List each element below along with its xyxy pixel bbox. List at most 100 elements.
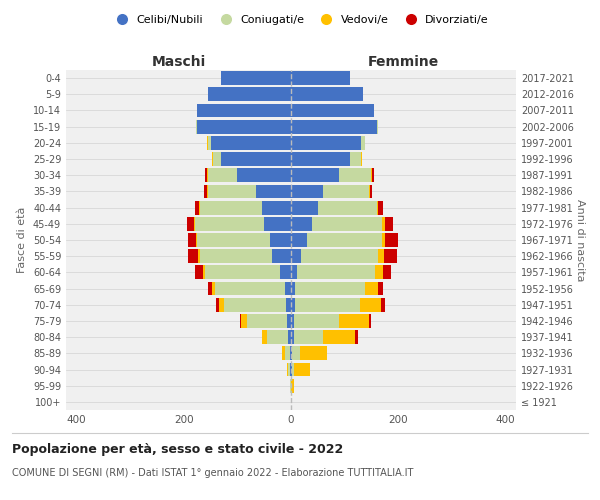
- Bar: [280, 266, 291, 280]
- Bar: [272, 250, 291, 263]
- Bar: [205, 266, 280, 280]
- Bar: [286, 298, 291, 312]
- Bar: [282, 346, 284, 360]
- Text: COMUNE DI SEGNI (RM) - Dati ISTAT 1° gennaio 2022 - Elaborazione TUTTITALIA.IT: COMUNE DI SEGNI (RM) - Dati ISTAT 1° gen…: [12, 468, 413, 477]
- Bar: [287, 314, 291, 328]
- Bar: [291, 314, 293, 328]
- Bar: [383, 250, 397, 263]
- Bar: [199, 250, 200, 263]
- Bar: [284, 346, 290, 360]
- Bar: [204, 184, 207, 198]
- Bar: [379, 250, 383, 263]
- Bar: [339, 168, 371, 182]
- Bar: [208, 88, 291, 101]
- Bar: [221, 71, 291, 85]
- Bar: [291, 346, 292, 360]
- Bar: [313, 217, 382, 230]
- Bar: [196, 233, 197, 247]
- Bar: [221, 152, 291, 166]
- Bar: [207, 184, 208, 198]
- Bar: [262, 200, 291, 214]
- Bar: [323, 184, 368, 198]
- Bar: [301, 250, 379, 263]
- Bar: [379, 200, 383, 214]
- Bar: [318, 200, 377, 214]
- Bar: [291, 184, 323, 198]
- Bar: [212, 152, 214, 166]
- Bar: [239, 314, 241, 328]
- Bar: [262, 330, 267, 344]
- Bar: [377, 120, 379, 134]
- Bar: [291, 200, 318, 214]
- Y-axis label: Anni di nascita: Anni di nascita: [575, 198, 585, 281]
- Bar: [224, 298, 286, 312]
- Bar: [291, 136, 361, 149]
- Bar: [203, 266, 205, 280]
- Y-axis label: Fasce di età: Fasce di età: [17, 207, 27, 273]
- Bar: [196, 120, 197, 134]
- Bar: [291, 71, 350, 85]
- Bar: [216, 298, 218, 312]
- Bar: [197, 104, 291, 118]
- Bar: [291, 152, 350, 166]
- Bar: [291, 233, 307, 247]
- Bar: [350, 152, 361, 166]
- Bar: [247, 314, 287, 328]
- Bar: [307, 233, 382, 247]
- Text: Maschi: Maschi: [151, 55, 206, 69]
- Bar: [267, 330, 289, 344]
- Bar: [207, 168, 208, 182]
- Bar: [383, 266, 391, 280]
- Bar: [294, 362, 310, 376]
- Bar: [194, 200, 199, 214]
- Bar: [208, 136, 211, 149]
- Bar: [238, 168, 291, 182]
- Bar: [208, 184, 256, 198]
- Bar: [291, 250, 301, 263]
- Bar: [370, 184, 373, 198]
- Bar: [194, 217, 264, 230]
- Bar: [218, 298, 224, 312]
- Bar: [323, 330, 355, 344]
- Bar: [371, 168, 373, 182]
- Bar: [361, 152, 362, 166]
- Bar: [359, 298, 381, 312]
- Bar: [193, 217, 194, 230]
- Bar: [289, 330, 291, 344]
- Bar: [200, 250, 272, 263]
- Bar: [214, 152, 221, 166]
- Bar: [211, 136, 291, 149]
- Bar: [291, 88, 364, 101]
- Bar: [355, 330, 358, 344]
- Bar: [291, 282, 295, 296]
- Bar: [292, 362, 294, 376]
- Bar: [194, 266, 203, 280]
- Bar: [295, 282, 365, 296]
- Bar: [291, 217, 313, 230]
- Bar: [208, 282, 212, 296]
- Bar: [291, 104, 374, 118]
- Bar: [382, 217, 385, 230]
- Bar: [381, 298, 385, 312]
- Bar: [290, 379, 291, 392]
- Bar: [197, 233, 269, 247]
- Bar: [291, 298, 295, 312]
- Legend: Celibi/Nubili, Coniugati/e, Vedovi/e, Divorziati/e: Celibi/Nubili, Coniugati/e, Vedovi/e, Di…: [107, 10, 493, 29]
- Bar: [269, 233, 291, 247]
- Bar: [291, 330, 293, 344]
- Bar: [365, 282, 379, 296]
- Bar: [379, 282, 383, 296]
- Bar: [187, 217, 193, 230]
- Bar: [298, 266, 375, 280]
- Bar: [212, 282, 215, 296]
- Bar: [368, 314, 371, 328]
- Text: Femmine: Femmine: [368, 55, 439, 69]
- Bar: [208, 168, 238, 182]
- Bar: [284, 282, 291, 296]
- Bar: [295, 298, 359, 312]
- Bar: [293, 314, 339, 328]
- Text: Popolazione per età, sesso e stato civile - 2022: Popolazione per età, sesso e stato civil…: [12, 442, 343, 456]
- Bar: [290, 346, 291, 360]
- Bar: [291, 120, 377, 134]
- Bar: [197, 120, 291, 134]
